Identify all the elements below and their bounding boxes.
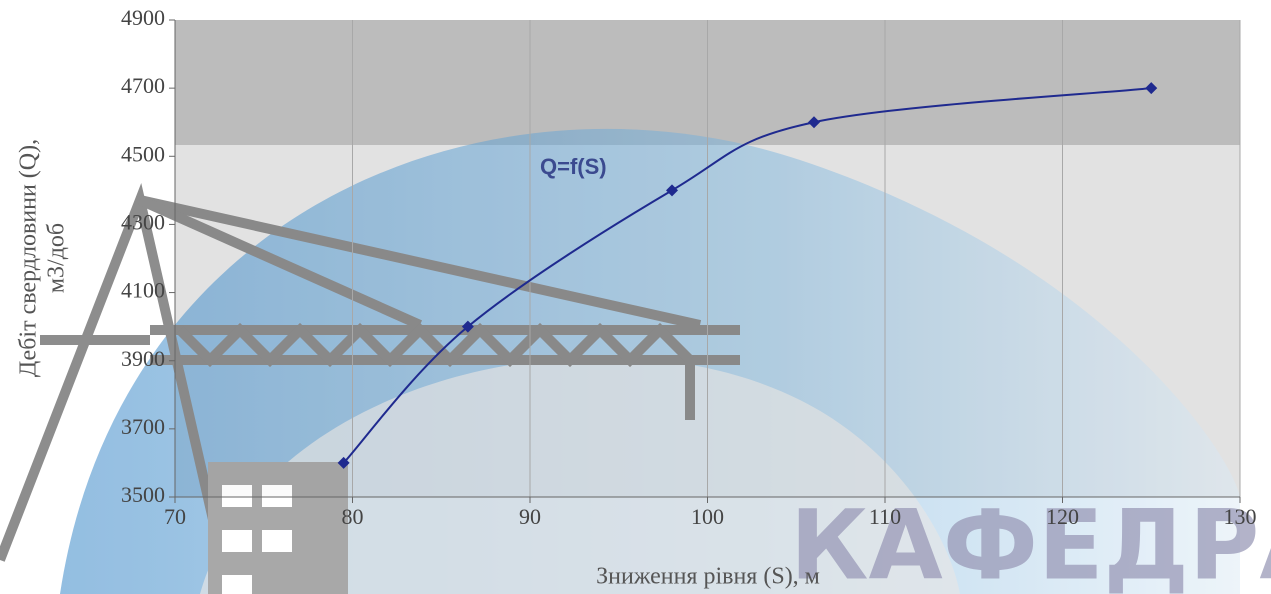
- x-tick-label: 70: [164, 504, 186, 529]
- x-tick-label: 90: [519, 504, 541, 529]
- chart: КАФЕДРА Q=f(S) Зниження рівня (S), м Деб…: [0, 0, 1271, 594]
- x-tick-label: 130: [1224, 504, 1257, 529]
- x-axis-label: Зниження рівня (S), м: [596, 564, 820, 590]
- watermark-text: КАФЕДРА: [790, 489, 1271, 594]
- y-tick-label: 4900: [121, 5, 165, 30]
- y-tick-label: 3900: [121, 346, 165, 371]
- y-tick-label: 4100: [121, 278, 165, 303]
- x-tick-label: 110: [869, 504, 901, 529]
- x-tick-label: 100: [691, 504, 724, 529]
- y-axis-label-line: Дебіт свердловини (Q),: [16, 139, 42, 377]
- y-tick-label: 3500: [121, 482, 165, 507]
- x-tick-label: 80: [342, 504, 364, 529]
- x-tick-label: 120: [1046, 504, 1079, 529]
- y-tick-label: 4700: [121, 73, 165, 98]
- y-axis-label-line: м3/доб: [44, 223, 70, 293]
- y-tick-label: 4500: [121, 141, 165, 166]
- annotation: Q=f(S): [540, 154, 607, 179]
- y-tick-label: 4300: [121, 209, 165, 234]
- y-tick-label: 3700: [121, 414, 165, 439]
